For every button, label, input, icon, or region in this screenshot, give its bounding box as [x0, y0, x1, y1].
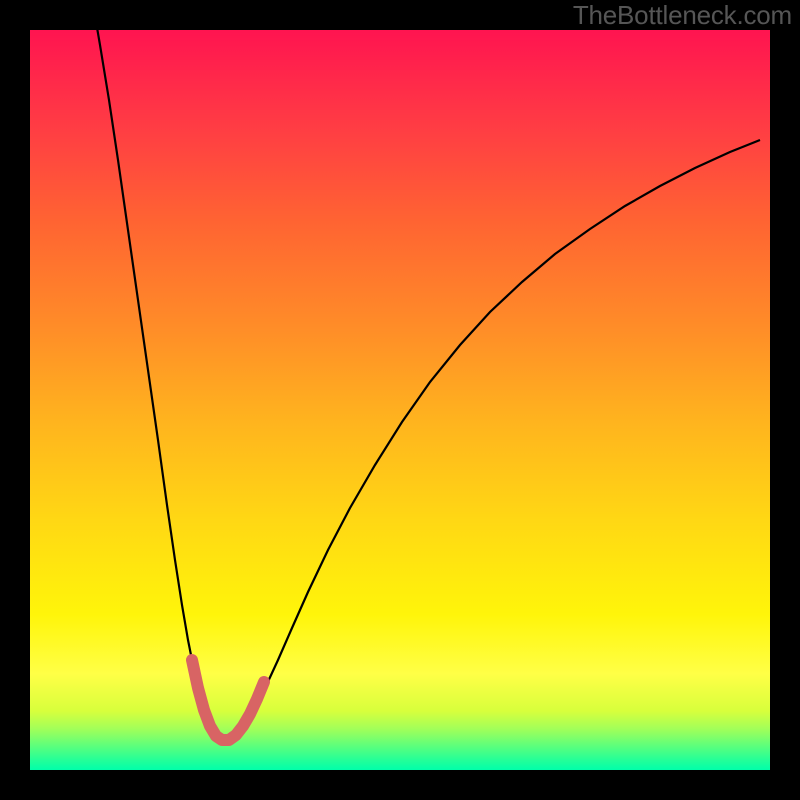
gradient-background: [30, 30, 770, 770]
figure-canvas: TheBottleneck.com: [0, 0, 800, 800]
plot-svg: [30, 30, 770, 770]
frame-bottom: [0, 770, 800, 800]
frame-left: [0, 0, 30, 800]
watermark-text: TheBottleneck.com: [573, 0, 792, 31]
frame-right: [770, 0, 800, 800]
plot-area: [30, 30, 770, 770]
